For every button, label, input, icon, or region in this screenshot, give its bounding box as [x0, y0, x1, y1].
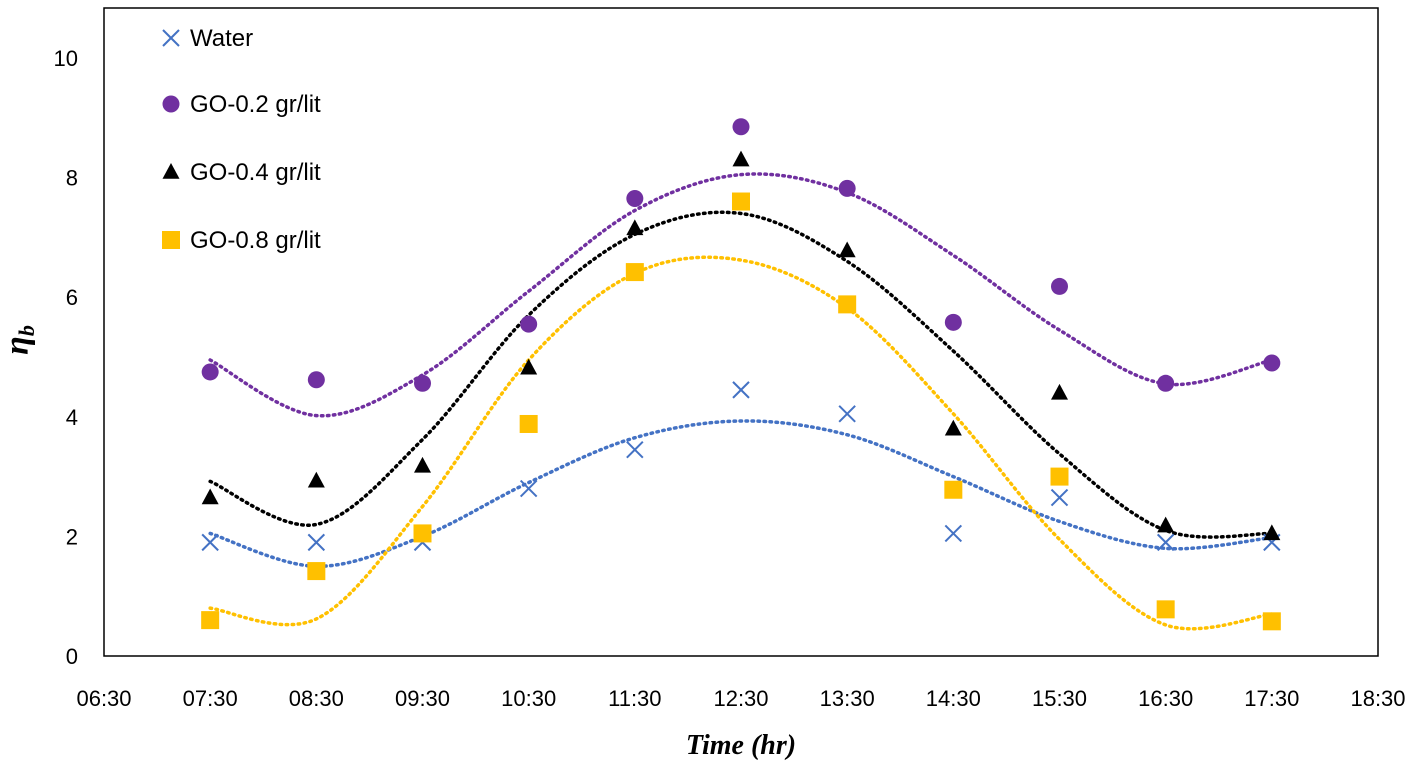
- trendline-go-0-2-gr-lit: [208, 172, 1274, 418]
- x-tick-label: 06:30: [76, 686, 131, 711]
- y-tick-label: 6: [66, 285, 78, 310]
- point-go-0-4-gr-lit: [1051, 383, 1068, 400]
- point-go-0-2-gr-lit: [307, 371, 325, 389]
- x-axis-title: Time (hr): [686, 730, 796, 761]
- point-go-0-4-gr-lit: [1157, 516, 1175, 533]
- point-go-0-8-gr-lit: [838, 295, 857, 314]
- x-axis-ticks: 06:30 07:30 08:30 09:30 10:30 11:30 12:30 13:30…: [76, 686, 1405, 711]
- y-axis-ticks: 0 2 4 6 8 10: [54, 46, 78, 669]
- x-tick-label: 12:30: [713, 686, 768, 711]
- y-axis-title-subscript: b: [14, 325, 39, 336]
- trendlines: [208, 172, 1274, 631]
- point-go-0-8-gr-lit: [625, 263, 644, 282]
- point-go-0-2-gr-lit: [1051, 277, 1068, 295]
- x-tick-label: 18:30: [1350, 686, 1405, 711]
- point-water: [519, 479, 538, 498]
- x-tick-label: 15:30: [1032, 686, 1087, 711]
- point-go-0-2-gr-lit: [1157, 374, 1175, 392]
- point-go-0-8-gr-lit: [413, 524, 432, 543]
- y-tick-label: 10: [54, 46, 78, 71]
- x-tick-label: 08:30: [289, 686, 344, 711]
- x-tick-label: 14:30: [926, 686, 981, 711]
- x-tick-label: 07:30: [183, 686, 238, 711]
- point-go-0-8-gr-lit: [1156, 600, 1175, 619]
- point-go-0-2-gr-lit: [944, 313, 962, 331]
- x-tick-label: 10:30: [501, 686, 556, 711]
- trendline-go-0-8-gr-lit: [208, 255, 1274, 631]
- legend-label-go-0-2-gr-lit: GO-0.2 gr/lit: [190, 91, 321, 118]
- y-tick-label: 2: [66, 524, 78, 549]
- legend-marker-go-0-8-gr-lit: [162, 231, 180, 249]
- point-go-0-2-gr-lit: [520, 315, 538, 333]
- trendline-go-0-4-gr-lit: [208, 210, 1274, 539]
- legend-label-water: Water: [190, 25, 253, 52]
- point-water: [944, 524, 963, 543]
- point-go-0-2-gr-lit: [838, 179, 856, 197]
- point-go-0-8-gr-lit: [307, 562, 326, 581]
- y-tick-label: 4: [66, 405, 78, 430]
- point-go-0-8-gr-lit: [1050, 467, 1069, 486]
- point-go-0-4-gr-lit: [307, 471, 325, 488]
- point-go-0-4-gr-lit: [414, 456, 431, 473]
- point-go-0-8-gr-lit: [732, 192, 750, 211]
- point-go-0-4-gr-lit: [944, 419, 962, 436]
- point-water: [732, 381, 750, 399]
- y-tick-label: 0: [66, 644, 78, 669]
- point-water: [1156, 533, 1175, 552]
- point-water: [307, 533, 326, 552]
- x-tick-label: 13:30: [820, 686, 875, 711]
- x-tick-label: 17:30: [1244, 686, 1299, 711]
- legend-label-go-0-8-gr-lit: GO-0.8 gr/lit: [190, 227, 321, 254]
- point-go-0-4-gr-lit: [520, 358, 538, 375]
- legend-marker-go-0-2-gr-lit: [162, 95, 180, 113]
- point-go-0-2-gr-lit: [201, 363, 219, 381]
- y-axis-title-symbol: η: [0, 336, 36, 355]
- legend-marker-go-0-4-gr-lit: [162, 163, 180, 179]
- legend: Water GO-0.2 gr/lit GO-0.4 gr/lit GO-0.8 gr…: [162, 25, 321, 254]
- point-water: [1050, 488, 1069, 507]
- point-go-0-2-gr-lit: [732, 118, 750, 136]
- x-tick-label: 16:30: [1138, 686, 1193, 711]
- legend-marker-water: [162, 29, 180, 47]
- y-axis-title: ηb: [0, 325, 39, 355]
- data-markers: [201, 118, 1281, 631]
- x-tick-label: 11:30: [608, 686, 661, 711]
- point-go-0-4-gr-lit: [201, 488, 219, 505]
- y-tick-label: 8: [66, 166, 78, 191]
- point-water: [201, 533, 219, 552]
- point-water: [838, 405, 856, 423]
- point-water: [626, 440, 644, 459]
- point-go-0-4-gr-lit: [1263, 524, 1281, 541]
- point-go-0-2-gr-lit: [414, 374, 431, 392]
- point-go-0-8-gr-lit: [944, 480, 963, 499]
- point-go-0-4-gr-lit: [626, 219, 644, 236]
- point-go-0-4-gr-lit: [838, 241, 856, 258]
- x-tick-label: 09:30: [395, 686, 450, 711]
- point-go-0-2-gr-lit: [626, 190, 644, 208]
- plot-area-frame: [103, 7, 1379, 657]
- point-go-0-2-gr-lit: [1263, 354, 1281, 372]
- legend-label-go-0-4-gr-lit: GO-0.4 gr/lit: [190, 159, 321, 186]
- point-go-0-8-gr-lit: [201, 611, 220, 630]
- point-go-0-8-gr-lit: [1262, 612, 1281, 631]
- point-go-0-8-gr-lit: [519, 414, 538, 433]
- point-go-0-4-gr-lit: [732, 150, 750, 167]
